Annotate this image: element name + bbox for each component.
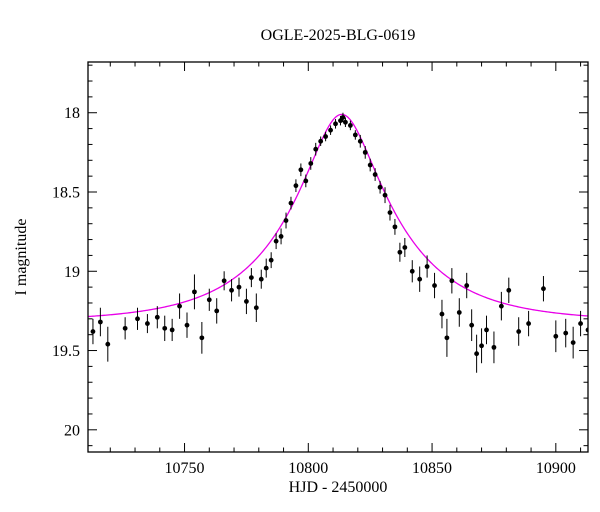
- x-tick-label: 10850: [412, 460, 452, 477]
- chart-title: OGLE-2025-BLG-0619: [261, 27, 416, 44]
- y-tick-label: 20: [64, 422, 80, 439]
- x-tick-label: 10900: [536, 460, 576, 477]
- y-axis-label: I magnitude: [13, 219, 30, 296]
- y-tick-label: 19: [64, 264, 80, 281]
- model-curve: [88, 113, 588, 318]
- x-tick-label: 10800: [288, 460, 328, 477]
- x-axis-label: HJD - 2450000: [289, 479, 388, 496]
- axes-frame: [87, 61, 589, 453]
- y-tick-label: 18: [64, 105, 80, 122]
- y-tick-label: 19.5: [52, 343, 80, 360]
- plot-content: 10750 10800 10850 10900 18 18.5 19 19.5 20: [52, 61, 589, 477]
- tick-labels: 10750 10800 10850 10900 18 18.5 19 19.5 20: [52, 105, 576, 477]
- data-points: [90, 112, 588, 373]
- x-tick-label: 10750: [165, 460, 205, 477]
- y-tick-label: 18.5: [52, 185, 80, 202]
- axis-ticks: [88, 62, 588, 452]
